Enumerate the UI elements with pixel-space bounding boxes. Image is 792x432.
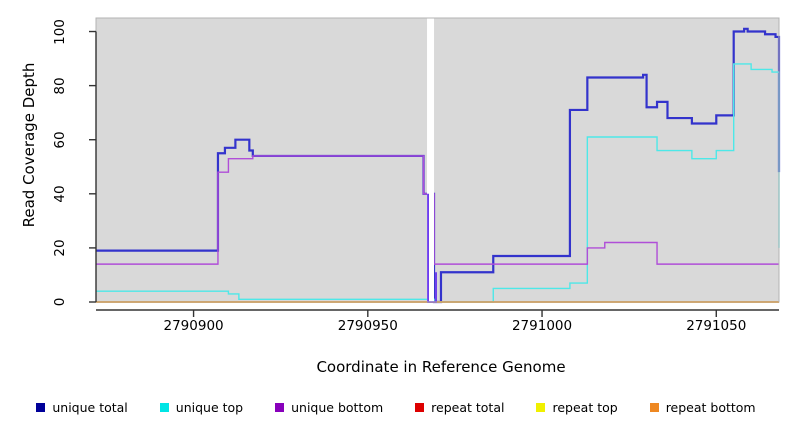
legend-swatch-icon	[275, 402, 285, 412]
series-line-unique-top	[96, 63, 780, 303]
legend-entry-repeat-bottom[interactable]: repeat bottom	[649, 399, 756, 415]
series-line-unique-bottom	[96, 155, 779, 265]
x-axis-tick-label: 2791050	[686, 318, 747, 334]
y-axis-tick-label: 40	[52, 185, 68, 203]
y-axis-tick-label: 80	[52, 77, 68, 95]
legend-label: repeat top	[552, 399, 618, 415]
y-axis-tick-label: 60	[52, 131, 68, 149]
chart-legend: unique total unique top unique bottom repea…	[0, 396, 792, 418]
legend-swatch-icon	[649, 402, 659, 412]
legend-label: repeat total	[431, 399, 505, 415]
plot-background	[96, 18, 779, 302]
x-axis-tick-label: 2791000	[511, 318, 573, 334]
legend-swatch-icon	[415, 402, 425, 412]
y-axis-tick-label: 20	[52, 239, 68, 257]
legend-label: unique top	[175, 399, 244, 415]
y-axis-tick-label: 0	[52, 297, 68, 307]
legend-swatch-icon	[159, 402, 169, 412]
y-axis-tick-label: 100	[52, 18, 68, 45]
legend-entry-unique-total[interactable]: unique total	[36, 399, 128, 415]
legend-entry-repeat-total[interactable]: repeat total	[415, 400, 504, 415]
x-axis-tick-label: 2790900	[163, 318, 224, 334]
legend-swatch-icon	[536, 402, 546, 412]
x-axis-title: Coordinate in Reference Genome	[316, 358, 566, 376]
legend-label: unique total	[52, 399, 128, 415]
legend-entry-repeat-top[interactable]: repeat top	[536, 399, 618, 415]
legend-label: repeat bottom	[665, 399, 756, 415]
x-axis-tick-label: 2790950	[337, 318, 398, 334]
legend-label: unique bottom	[291, 399, 384, 415]
legend-entry-unique-top[interactable]: unique top	[159, 399, 244, 415]
coverage-gap-band	[427, 18, 435, 302]
legend-swatch-icon	[36, 402, 46, 412]
y-axis-title: Read Coverage Depth	[20, 62, 38, 228]
series-line-unique-total	[96, 27, 781, 304]
legend-entry-unique-bottom[interactable]: unique bottom	[275, 400, 383, 415]
